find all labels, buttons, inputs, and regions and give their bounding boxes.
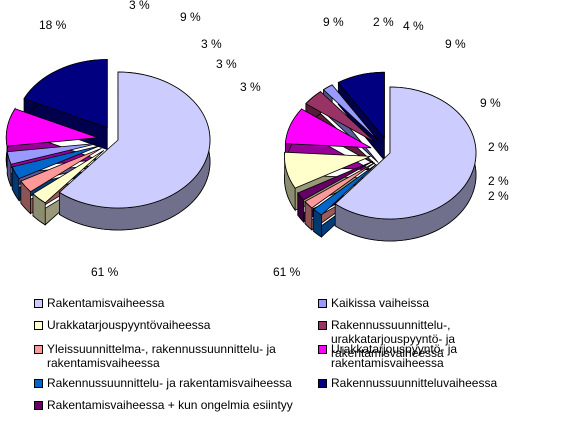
- pie-slice: [284, 151, 371, 189]
- legend-label: Urakkatarjouspyyntövaiheessa: [47, 318, 211, 332]
- legend-swatch: [318, 321, 327, 330]
- legend-label: Rakentamisvaiheessa + kun ongelmia esiin…: [47, 398, 293, 412]
- pie-slice: [6, 142, 99, 165]
- legend-swatch: [34, 345, 43, 354]
- slice-label: 9 %: [445, 37, 466, 51]
- legend-item: Kaikissa vaiheissa: [318, 296, 563, 310]
- pie-slice: [304, 162, 375, 209]
- slice-label: 3 %: [201, 37, 222, 51]
- legend-swatch: [34, 379, 43, 388]
- legend-label: Yleissuunnittelma-, rakennussuunnittelu-…: [47, 342, 276, 370]
- pie-slice: [297, 160, 374, 201]
- pie-slice: [5, 108, 99, 147]
- slice-label: 9 %: [323, 15, 344, 29]
- legend-swatch: [34, 299, 43, 308]
- slice-label: 2 %: [488, 174, 509, 188]
- slice-label: 3 %: [240, 80, 261, 94]
- pie-charts: 61 %3 %3 %3 %3 %9 %18 %61 %2 %2 %2 %9 %9…: [5, 0, 509, 279]
- legend-item: Rakennussuunnittelu-, urakkatarjouspyynt…: [318, 318, 563, 360]
- legend-label: Kaikissa vaiheissa: [331, 296, 430, 310]
- pie-slice: [11, 145, 100, 180]
- legend-item: Rakennussuunnitteluvaiheessa: [318, 376, 563, 390]
- slice-label: 2 %: [488, 189, 509, 203]
- pie-slice: [284, 108, 372, 149]
- pie-slice: [337, 71, 385, 140]
- pie-slice: [20, 147, 102, 193]
- legend-item: Rakennussuunnittelu- ja rakentamisvaihee…: [34, 376, 304, 390]
- slice-label: 61 %: [91, 265, 119, 279]
- slice-label: 61 %: [273, 265, 301, 279]
- legend-item: Urakkatarjouspyyntövaiheessa: [34, 318, 304, 332]
- legend-item: Yleissuunnittelma-, rakennussuunnittelu-…: [34, 342, 304, 370]
- legend-item: Rakentamisvaiheessa: [34, 296, 304, 310]
- legend-label: Rakennussuunnitteluvaiheessa: [331, 376, 498, 390]
- pie-slice: [305, 91, 376, 143]
- legend-swatch: [318, 299, 327, 308]
- pie-chart-2: 61 %2 %2 %2 %9 %9 %4 %2 %9 %: [273, 15, 509, 279]
- pie-slice: [312, 163, 377, 216]
- legend-label: Rakennussuunnittelu- ja rakentamisvaihee…: [47, 376, 292, 390]
- slice-label: 9 %: [480, 96, 501, 110]
- legend-swatch: [318, 379, 327, 388]
- pie-slice: [58, 71, 211, 209]
- slice-label: 3 %: [129, 0, 150, 12]
- legend-label: Rakennussuunnittelu-, urakkatarjouspyynt…: [331, 318, 456, 360]
- slice-label: 18 %: [39, 18, 67, 32]
- pie-slice: [334, 86, 477, 220]
- slice-label: 4 %: [403, 19, 424, 33]
- legend-item: Rakentamisvaiheessa + kun ongelmia esiin…: [34, 398, 304, 412]
- pie-chart-1: 61 %3 %3 %3 %3 %9 %18 %: [5, 0, 261, 279]
- legend: Rakentamisvaiheessa Kaikissa vaiheissa Ura…: [0, 288, 567, 432]
- legend-swatch: [34, 321, 43, 330]
- slice-label: 9 %: [180, 10, 201, 24]
- legend-label: Rakentamisvaiheessa: [47, 296, 165, 310]
- slice-label: 2 %: [488, 140, 509, 154]
- pie-slice: [322, 84, 379, 141]
- legend-swatch: [34, 401, 43, 410]
- legend-label: Urakkatarjouspyyntö- ja rakentamisvaihee…: [331, 342, 458, 370]
- pie-slice: [32, 150, 105, 204]
- legend-item: Urakkatarjouspyyntö- ja rakentamisvaihee…: [318, 342, 563, 370]
- pie-slice: [23, 59, 108, 129]
- slice-label: 2 %: [373, 15, 394, 29]
- legend-swatch: [318, 345, 327, 354]
- slice-label: 3 %: [216, 57, 237, 71]
